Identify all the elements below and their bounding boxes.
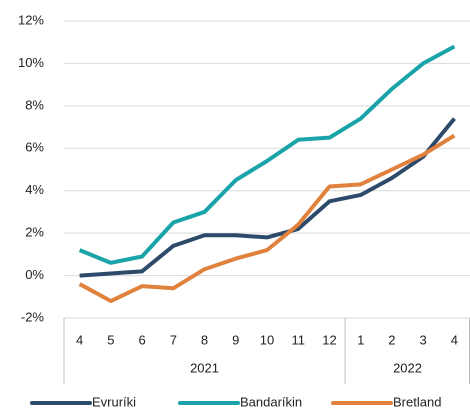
series-line	[78, 133, 456, 304]
x-tick-label: 5	[107, 332, 114, 347]
legend-label: Evruríki	[92, 394, 136, 409]
x-tick-label: 6	[138, 332, 145, 347]
group-label: 2022	[393, 360, 422, 375]
x-tick-label: 11	[291, 332, 305, 347]
y-tick-label: 2%	[25, 225, 44, 240]
y-tick-label: 0%	[25, 267, 44, 282]
series-line	[78, 44, 456, 265]
y-tick-label: -2%	[21, 309, 45, 324]
x-tick-label: 4	[76, 332, 83, 347]
x-tick-label: 12	[322, 332, 336, 347]
x-tick-label: 4	[451, 332, 458, 347]
legend-label: Bretland	[393, 394, 441, 409]
x-tick-label: 8	[201, 332, 208, 347]
series-line	[79, 117, 456, 278]
x-tick-label: 7	[170, 332, 177, 347]
y-tick-label: 12%	[18, 12, 44, 27]
x-tick-label: 2	[388, 332, 395, 347]
y-tick-label: 6%	[25, 140, 44, 155]
y-tick-label: 4%	[25, 182, 44, 197]
x-tick-label: 1	[357, 332, 364, 347]
x-tick-label: 9	[232, 332, 239, 347]
y-tick-label: 8%	[25, 97, 44, 112]
legend-label: Bandaríkin	[240, 394, 302, 409]
x-tick-label: 10	[260, 332, 274, 347]
y-tick-label: 10%	[18, 55, 44, 70]
group-label: 2021	[190, 360, 219, 375]
x-tick-label: 3	[420, 332, 427, 347]
